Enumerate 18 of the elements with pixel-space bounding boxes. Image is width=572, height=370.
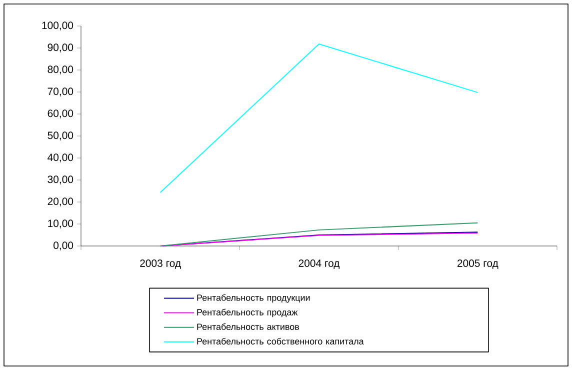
legend-label: Рентабельность продаж <box>197 308 298 318</box>
legend-label: Рентабельность активов <box>197 323 299 330</box>
legend-label: Рентабельность продукции <box>197 294 310 303</box>
legend-label: Рентабельность собственного капитала <box>197 338 364 345</box>
x-tick-label: 2004 год <box>298 260 340 269</box>
y-tick-label: 10,00 <box>48 220 74 228</box>
y-tick-label: 100,00 <box>42 22 74 30</box>
x-tick-label: 2003 год <box>140 260 181 269</box>
y-tick-label: 0,00 <box>54 242 74 250</box>
y-tick-label: 50,00 <box>48 132 74 140</box>
y-tick-label: 90,00 <box>48 44 74 52</box>
y-tick-label: 80,00 <box>48 66 74 74</box>
y-tick-label: 60,00 <box>48 110 74 118</box>
y-tick-label: 40,00 <box>48 154 74 162</box>
x-tick-label: 2005 год <box>457 260 498 269</box>
y-tick-label: 20,00 <box>48 198 74 206</box>
y-tick-label: 30,00 <box>48 176 74 184</box>
y-tick-label: 70,00 <box>48 88 74 96</box>
